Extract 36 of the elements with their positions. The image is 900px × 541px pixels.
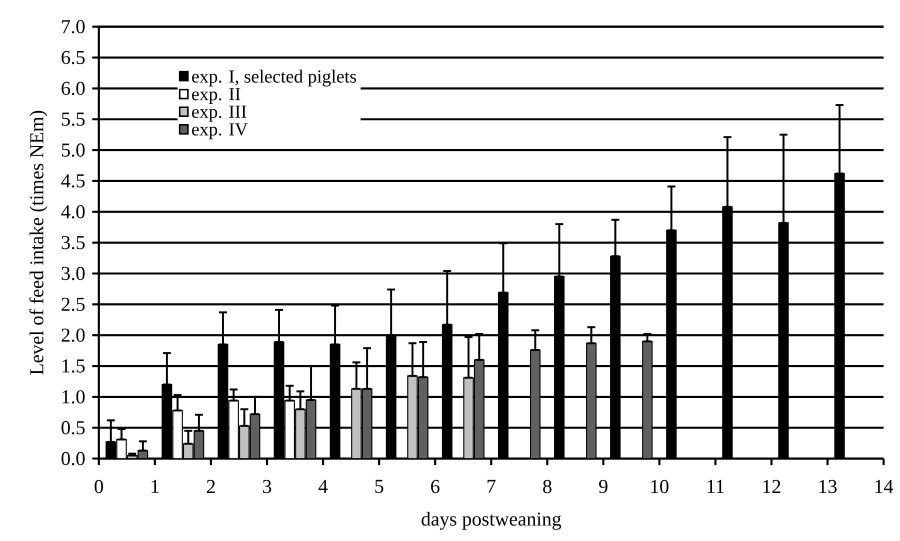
y-tick-label: 6.5	[62, 51, 85, 64]
x-tick-label: 9	[599, 480, 608, 494]
y-tick-label: 1.5	[62, 360, 85, 373]
x-tick-label: 14	[875, 480, 894, 494]
legend-label: exp. III	[192, 106, 246, 122]
x-tick-label: 11	[708, 480, 724, 494]
y-tick-label: 3.0	[62, 266, 85, 280]
y-tick-label: 0.0	[62, 452, 85, 466]
y-tick-label: 5.0	[62, 144, 85, 157]
y-tick-label: 6.0	[62, 82, 85, 96]
y-tick-label: 7.0	[62, 20, 85, 34]
x-tick-label: 4	[318, 480, 328, 494]
x-tick-label: 2	[206, 480, 215, 494]
legend-label: exp. I, selected piglets	[192, 70, 356, 87]
x-axis-title: days postweaning	[422, 512, 562, 530]
y-tick-label: 4.5	[61, 174, 85, 188]
y-tick-label: 3.5	[62, 236, 85, 250]
x-tick-label: 3	[263, 480, 272, 494]
y-tick-label: 0.5	[62, 421, 85, 435]
x-tick-label: 12	[763, 480, 780, 494]
y-tick-label: 1.0	[62, 390, 85, 404]
x-tick-label: 1	[152, 480, 159, 494]
y-tick-label: 5.5	[62, 112, 85, 126]
legend-label: exp. IV	[192, 124, 248, 140]
y-tick-label: 2.5	[62, 298, 85, 312]
x-tick-label: 8	[543, 480, 552, 494]
x-tick-label: 13	[819, 480, 837, 494]
y-tick-label: 2.0	[62, 328, 85, 342]
x-tick-label: 0	[94, 480, 104, 494]
y-axis-title: Level of feed intake (times NEm)	[29, 111, 48, 375]
legend-label: exp. II	[192, 88, 240, 104]
y-tick-label: 4.0	[61, 205, 85, 219]
x-tick-label: 7	[488, 480, 496, 493]
x-tick-label: 10	[651, 480, 668, 494]
x-tick-label: 5	[375, 480, 384, 494]
x-tick-label: 6	[431, 480, 440, 494]
